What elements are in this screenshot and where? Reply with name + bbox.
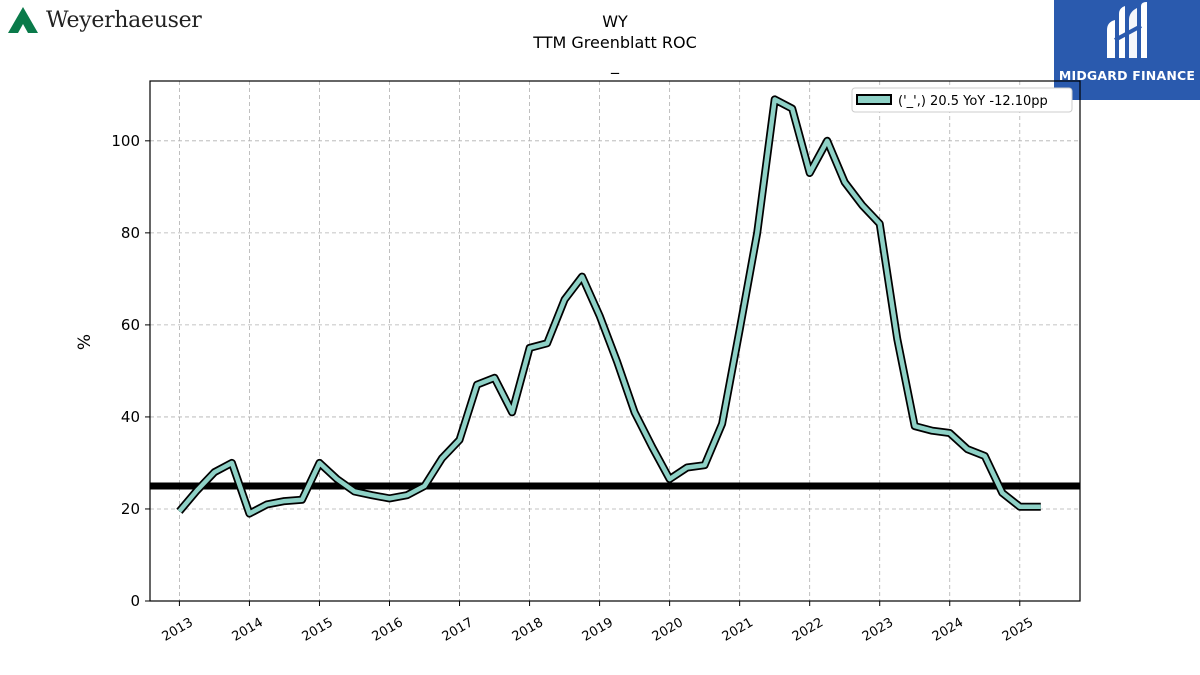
x-tick-label: 2021	[720, 615, 756, 645]
y-axis-label: %	[75, 334, 95, 350]
company-logo: Weyerhaeuser	[6, 6, 202, 34]
x-tick-label: 2018	[510, 615, 546, 645]
x-axis: 2013 2014 2015 2016 2017 2018 2019 2020 2021 2022…	[160, 601, 1036, 645]
sponsor-logo: MIDGARD FINANCE	[1054, 0, 1200, 100]
legend-label: ('_',) 20.5 YoY -12.10pp	[898, 94, 1048, 109]
x-tick-label: 2023	[860, 615, 896, 645]
y-tick-label: 0	[130, 592, 140, 610]
y-tick-label: 40	[121, 408, 140, 426]
x-tick-label: 2017	[440, 615, 476, 645]
midgard-monogram-icon	[1107, 2, 1147, 58]
series-layer	[176, 95, 1041, 518]
legend: ('_',) 20.5 YoY -12.10pp	[851, 87, 1073, 113]
series-line-outline	[176, 95, 1041, 518]
legend-box	[851, 87, 1073, 113]
plot-frame	[149, 80, 1081, 602]
chart-title: WY	[602, 12, 628, 31]
y-tick-label: 100	[111, 132, 140, 150]
chart-subtitle: TTM Greenblatt ROC	[532, 33, 697, 52]
grid-lines	[150, 81, 1080, 601]
x-tick-label: 2014	[230, 615, 266, 645]
y-tick-label: 60	[121, 316, 140, 334]
y-tick-label: 80	[121, 224, 140, 242]
y-tick-label: 20	[121, 500, 140, 518]
x-tick-label: 2013	[160, 615, 196, 645]
company-name: Weyerhaeuser	[46, 7, 202, 33]
series-line	[177, 97, 1041, 516]
x-tick-label: 2015	[300, 615, 336, 645]
x-tick-label: 2022	[790, 615, 826, 645]
sponsor-name: MIDGARD FINANCE	[1058, 68, 1196, 83]
y-axis: 0 20 40 60 80 100	[111, 132, 150, 610]
x-tick-label: 2020	[650, 615, 686, 645]
x-tick-label: 2019	[580, 615, 616, 645]
legend-swatch	[856, 94, 892, 105]
weyerhaeuser-tree-icon	[8, 7, 38, 33]
chart-subtitle-2: _	[610, 55, 620, 75]
x-tick-label: 2016	[370, 615, 406, 645]
x-tick-label: 2024	[930, 615, 966, 645]
x-tick-label: 2025	[1000, 615, 1036, 645]
